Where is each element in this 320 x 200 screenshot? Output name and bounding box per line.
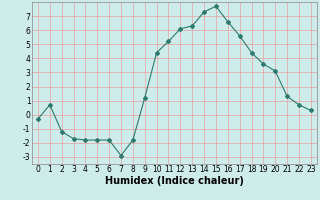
X-axis label: Humidex (Indice chaleur): Humidex (Indice chaleur) (105, 176, 244, 186)
